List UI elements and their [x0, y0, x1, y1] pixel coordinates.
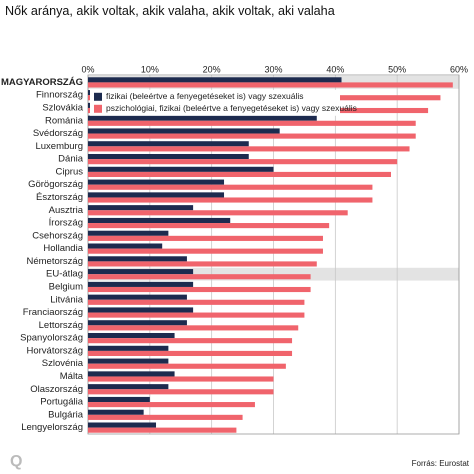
bar: [88, 376, 274, 382]
bar: [88, 299, 305, 305]
x-tick-label: 10%: [141, 64, 159, 74]
bar: [88, 120, 416, 126]
y-tick-label: Finnország: [36, 90, 83, 101]
y-tick-label: Luxemburg: [35, 141, 83, 152]
bar: [88, 133, 416, 139]
chart-title: Nők aránya, akik voltak, akik valaha, ak…: [5, 4, 335, 18]
bar: [88, 274, 311, 280]
source: Forrás: Eurostat: [412, 459, 470, 468]
y-tick-label: Ausztria: [49, 205, 84, 216]
bar: [88, 294, 187, 300]
y-tick-label: Málta: [60, 371, 84, 382]
y-tick-label: Csehország: [32, 230, 83, 241]
bar: [88, 358, 169, 364]
bar: [88, 192, 225, 198]
y-tick-label: EU-átlag: [46, 269, 83, 280]
bar: [88, 422, 157, 428]
bar: [88, 243, 163, 249]
bar: [88, 256, 187, 262]
logo: Q: [10, 453, 22, 470]
bar: [88, 307, 194, 313]
bar: [88, 159, 398, 165]
y-tick-label: Lettország: [39, 320, 83, 331]
bar: [88, 320, 187, 326]
y-tick-label: Románia: [45, 115, 84, 126]
bar: [88, 350, 293, 357]
y-tick-label: Litvánia: [50, 294, 83, 305]
bar: [88, 261, 317, 267]
y-tick-label: Szlovénia: [42, 358, 84, 369]
bar: [88, 184, 373, 190]
bar: [88, 235, 323, 241]
bar: [88, 409, 144, 415]
y-tick-label: Észtország: [36, 192, 83, 203]
y-tick-label: Belgium: [49, 281, 83, 292]
bar: [88, 210, 348, 216]
legend: fizikai (beleértve a fenyegetéseket is) …: [90, 89, 357, 116]
bar: [88, 338, 293, 344]
legend-swatch: [94, 92, 102, 101]
bar: [88, 345, 169, 351]
y-tick-label: Franciaország: [23, 307, 83, 318]
y-tick-label: Svédország: [33, 128, 83, 139]
bar: [88, 269, 194, 275]
bar: [88, 396, 150, 403]
y-tick-label: MAGYARORSZÁG: [1, 77, 83, 88]
y-tick-label: Ciprus: [56, 166, 84, 177]
bar: [88, 115, 317, 121]
bar: [88, 286, 311, 293]
y-tick-label: Bulgária: [48, 409, 84, 420]
y-tick-label: Szlovákia: [42, 102, 83, 113]
bar: [88, 281, 194, 287]
bar: [88, 332, 175, 339]
bar: [88, 205, 194, 211]
x-tick-label: 60%: [450, 64, 468, 74]
bar: [88, 217, 231, 224]
y-tick-label: Portugália: [40, 397, 83, 408]
y-tick-label: Németország: [27, 256, 84, 267]
bar: [88, 82, 453, 88]
y-tick-label: Írország: [49, 218, 83, 229]
bar: [88, 312, 305, 318]
y-tick-label: Spanyolország: [20, 333, 83, 344]
bar: [88, 384, 169, 390]
bar: [88, 371, 175, 377]
y-tick-label: Dánia: [58, 154, 84, 165]
y-tick-label: Hollandia: [43, 243, 83, 254]
legend-label: pszichológiai, fizikai (beleértve a feny…: [106, 103, 357, 113]
bar: [88, 153, 249, 160]
bar: [88, 171, 391, 178]
bar: [88, 146, 410, 152]
bar: [88, 248, 323, 254]
y-tick-label: Horvátország: [27, 345, 84, 356]
x-tick-label: 20%: [203, 64, 221, 74]
legend-box: [90, 89, 340, 116]
x-tick-label: 30%: [264, 64, 282, 74]
legend-swatch: [94, 104, 102, 113]
bar: [88, 223, 330, 229]
bar: [88, 325, 299, 331]
bar: [88, 197, 373, 203]
bar: [88, 414, 243, 420]
x-tick-label: 0%: [81, 64, 94, 74]
plot-frame: [87, 74, 460, 435]
bar: [88, 128, 280, 134]
bar: [88, 141, 249, 147]
y-tick-label: Görögország: [28, 179, 83, 190]
legend-label: fizikai (beleértve a fenyegetéseket is) …: [106, 91, 303, 101]
bar: [88, 166, 274, 172]
x-tick-label: 50%: [388, 64, 406, 74]
bar: [88, 363, 286, 369]
bar: [88, 389, 274, 395]
bar: [88, 230, 169, 236]
y-tick-label: Olaszország: [30, 384, 83, 395]
x-tick-label: 40%: [326, 64, 344, 74]
bar: [88, 77, 342, 83]
bar: [88, 427, 237, 433]
bar: [88, 402, 255, 408]
bar: [88, 179, 225, 185]
y-tick-label: Lengyelország: [21, 422, 83, 433]
